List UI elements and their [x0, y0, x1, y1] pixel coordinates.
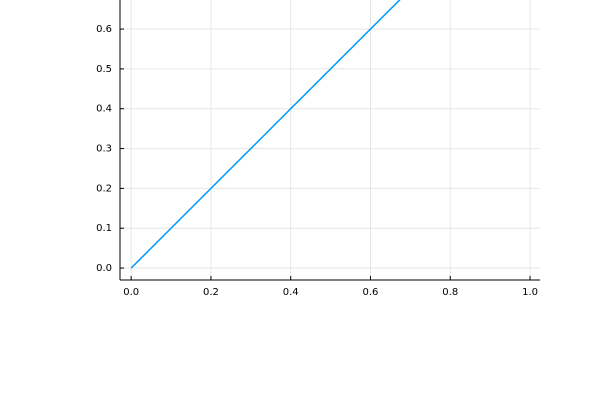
- y-tick-label: 0.0: [96, 263, 112, 274]
- x-tick-label: 1.0: [522, 287, 538, 298]
- plot-area: [130, 0, 401, 269]
- grid: [120, 0, 540, 280]
- x-tick-label: 0.0: [123, 287, 139, 298]
- y-tick-label: 0.2: [96, 183, 112, 194]
- x-tick-label: 0.8: [442, 287, 458, 298]
- y-tick-label: 0.4: [96, 104, 112, 115]
- x-tick-label: 0.2: [203, 287, 219, 298]
- y-tick-label: 0.5: [96, 64, 112, 75]
- x-tick-label: 0.6: [363, 287, 379, 298]
- x-tick-label: 0.4: [283, 287, 299, 298]
- y-tick-label: 0.1: [96, 223, 112, 234]
- data-line: [130, 0, 401, 269]
- y-tick-label: 0.3: [96, 144, 112, 155]
- y-tick-label: 0.6: [96, 24, 112, 35]
